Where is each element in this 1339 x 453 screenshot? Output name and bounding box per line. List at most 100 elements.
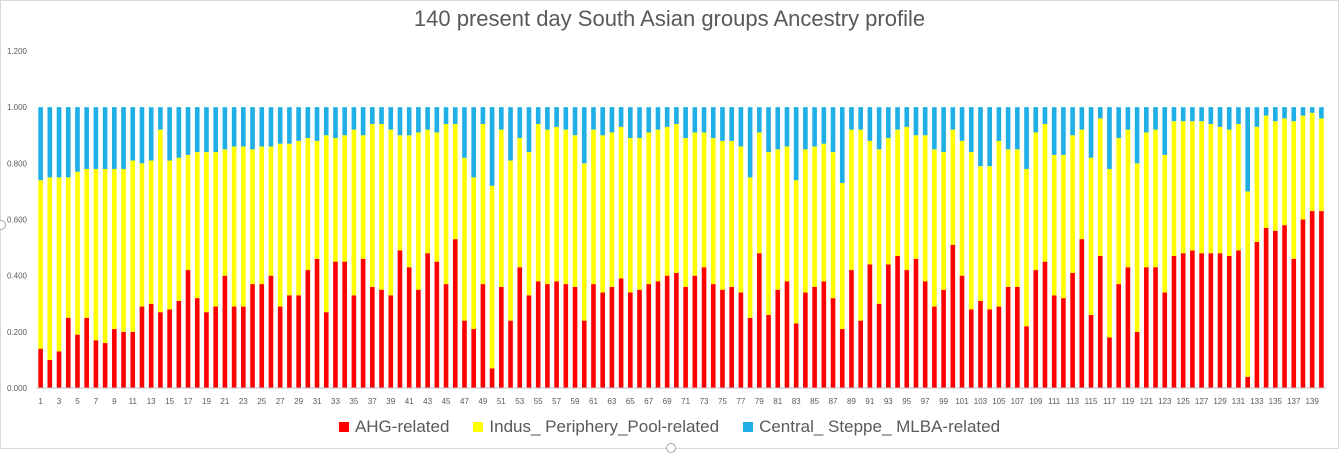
bar-segment-ahg[interactable]: [250, 284, 255, 388]
bar-segment-steppe[interactable]: [554, 107, 559, 127]
bar-segment-steppe[interactable]: [757, 107, 762, 133]
bar-segment-steppe[interactable]: [517, 107, 523, 139]
bar-segment-indus[interactable]: [535, 124, 541, 282]
bar-segment-steppe[interactable]: [830, 107, 836, 153]
bar-segment-steppe[interactable]: [250, 107, 255, 150]
bar-segment-ahg[interactable]: [434, 261, 440, 389]
bar-segment-steppe[interactable]: [720, 107, 725, 141]
bar-segment-indus[interactable]: [508, 160, 513, 321]
bar-segment-indus[interactable]: [287, 143, 292, 296]
bar-segment-ahg[interactable]: [1116, 284, 1121, 388]
bar-segment-steppe[interactable]: [932, 107, 937, 150]
bar-segment-ahg[interactable]: [904, 270, 910, 388]
bar-segment-indus[interactable]: [738, 146, 744, 293]
bar-segment-steppe[interactable]: [489, 107, 495, 186]
bar-segment-steppe[interactable]: [397, 107, 403, 136]
bar-segment-indus[interactable]: [849, 129, 854, 271]
bar-segment-indus[interactable]: [1061, 154, 1066, 299]
bar-segment-indus[interactable]: [323, 135, 329, 313]
bar-segment-steppe[interactable]: [1263, 107, 1269, 116]
bar-segment-ahg[interactable]: [1199, 253, 1204, 388]
bar-segment-steppe[interactable]: [637, 107, 642, 139]
bar-segment-indus[interactable]: [895, 129, 900, 257]
bar-segment-indus[interactable]: [904, 126, 910, 271]
bar-segment-steppe[interactable]: [480, 107, 486, 125]
bar-segment-indus[interactable]: [38, 180, 43, 349]
bar-segment-steppe[interactable]: [1226, 107, 1232, 130]
bar-segment-steppe[interactable]: [93, 107, 99, 169]
bar-segment-indus[interactable]: [563, 129, 569, 285]
bar-segment-indus[interactable]: [1116, 138, 1121, 285]
bar-segment-ahg[interactable]: [821, 281, 827, 388]
bar-segment-indus[interactable]: [701, 132, 707, 268]
bar-segment-ahg[interactable]: [701, 267, 707, 388]
bar-segment-indus[interactable]: [314, 140, 320, 259]
bar-segment-steppe[interactable]: [416, 107, 421, 133]
bar-segment-indus[interactable]: [65, 177, 71, 318]
bar-segment-ahg[interactable]: [84, 317, 89, 388]
bar-segment-ahg[interactable]: [554, 281, 559, 388]
bar-segment-steppe[interactable]: [1134, 107, 1140, 164]
bar-segment-indus[interactable]: [646, 132, 652, 285]
bar-segment-ahg[interactable]: [959, 275, 965, 388]
bar-segment-ahg[interactable]: [388, 295, 394, 388]
bar-segment-steppe[interactable]: [646, 107, 652, 133]
bar-segment-indus[interactable]: [259, 146, 265, 285]
bar-segment-ahg[interactable]: [1171, 256, 1177, 388]
bar-segment-steppe[interactable]: [38, 107, 43, 181]
bar-segment-steppe[interactable]: [941, 107, 946, 153]
bar-segment-indus[interactable]: [913, 135, 919, 259]
bar-segment-ahg[interactable]: [591, 284, 596, 388]
bar-segment-ahg[interactable]: [222, 275, 228, 388]
bar-segment-indus[interactable]: [499, 129, 504, 287]
bar-segment-ahg[interactable]: [499, 286, 504, 388]
bar-segment-steppe[interactable]: [176, 107, 182, 158]
bar-segment-steppe[interactable]: [388, 107, 394, 130]
bar-segment-ahg[interactable]: [102, 343, 108, 388]
bar-segment-steppe[interactable]: [471, 107, 476, 178]
bar-segment-ahg[interactable]: [535, 281, 541, 388]
bar-segment-indus[interactable]: [655, 129, 661, 282]
bar-segment-indus[interactable]: [858, 129, 863, 321]
bar-segment-ahg[interactable]: [941, 289, 946, 388]
bar-segment-indus[interactable]: [1015, 149, 1020, 287]
bar-segment-steppe[interactable]: [1070, 107, 1075, 136]
bar-segment-steppe[interactable]: [895, 107, 900, 130]
bar-segment-indus[interactable]: [434, 132, 440, 262]
bar-segment-indus[interactable]: [692, 132, 698, 276]
bar-segment-steppe[interactable]: [222, 107, 228, 150]
bar-segment-indus[interactable]: [628, 138, 633, 293]
bar-segment-indus[interactable]: [517, 138, 523, 268]
bar-segment-indus[interactable]: [84, 168, 89, 318]
bar-segment-indus[interactable]: [978, 166, 983, 301]
bar-segment-indus[interactable]: [102, 168, 108, 344]
bar-segment-ahg[interactable]: [1190, 250, 1195, 388]
bar-segment-ahg[interactable]: [793, 323, 799, 388]
bar-segment-indus[interactable]: [775, 149, 781, 290]
bar-segment-indus[interactable]: [609, 132, 615, 287]
bar-segment-steppe[interactable]: [102, 107, 108, 169]
bar-segment-ahg[interactable]: [194, 298, 200, 388]
bar-segment-ahg[interactable]: [978, 300, 983, 388]
bar-segment-ahg[interactable]: [738, 292, 744, 388]
bar-segment-steppe[interactable]: [259, 107, 265, 147]
bar-segment-steppe[interactable]: [1015, 107, 1020, 150]
bar-segment-ahg[interactable]: [93, 340, 99, 388]
bar-segment-steppe[interactable]: [793, 107, 799, 181]
bar-segment-indus[interactable]: [277, 143, 283, 307]
bar-segment-indus[interactable]: [1153, 129, 1158, 268]
bar-segment-steppe[interactable]: [65, 107, 71, 178]
bar-segment-indus[interactable]: [425, 129, 430, 254]
bar-segment-indus[interactable]: [1263, 115, 1269, 228]
bar-segment-steppe[interactable]: [812, 107, 817, 147]
bar-segment-indus[interactable]: [821, 143, 827, 282]
bar-segment-indus[interactable]: [720, 140, 725, 290]
bar-segment-ahg[interactable]: [784, 281, 790, 388]
bar-segment-indus[interactable]: [360, 135, 366, 259]
bar-segment-ahg[interactable]: [148, 303, 154, 388]
bar-segment-ahg[interactable]: [1254, 241, 1260, 388]
bar-segment-steppe[interactable]: [351, 107, 357, 130]
bar-segment-ahg[interactable]: [674, 272, 679, 388]
bar-segment-steppe[interactable]: [185, 107, 191, 155]
bar-segment-steppe[interactable]: [121, 107, 126, 169]
